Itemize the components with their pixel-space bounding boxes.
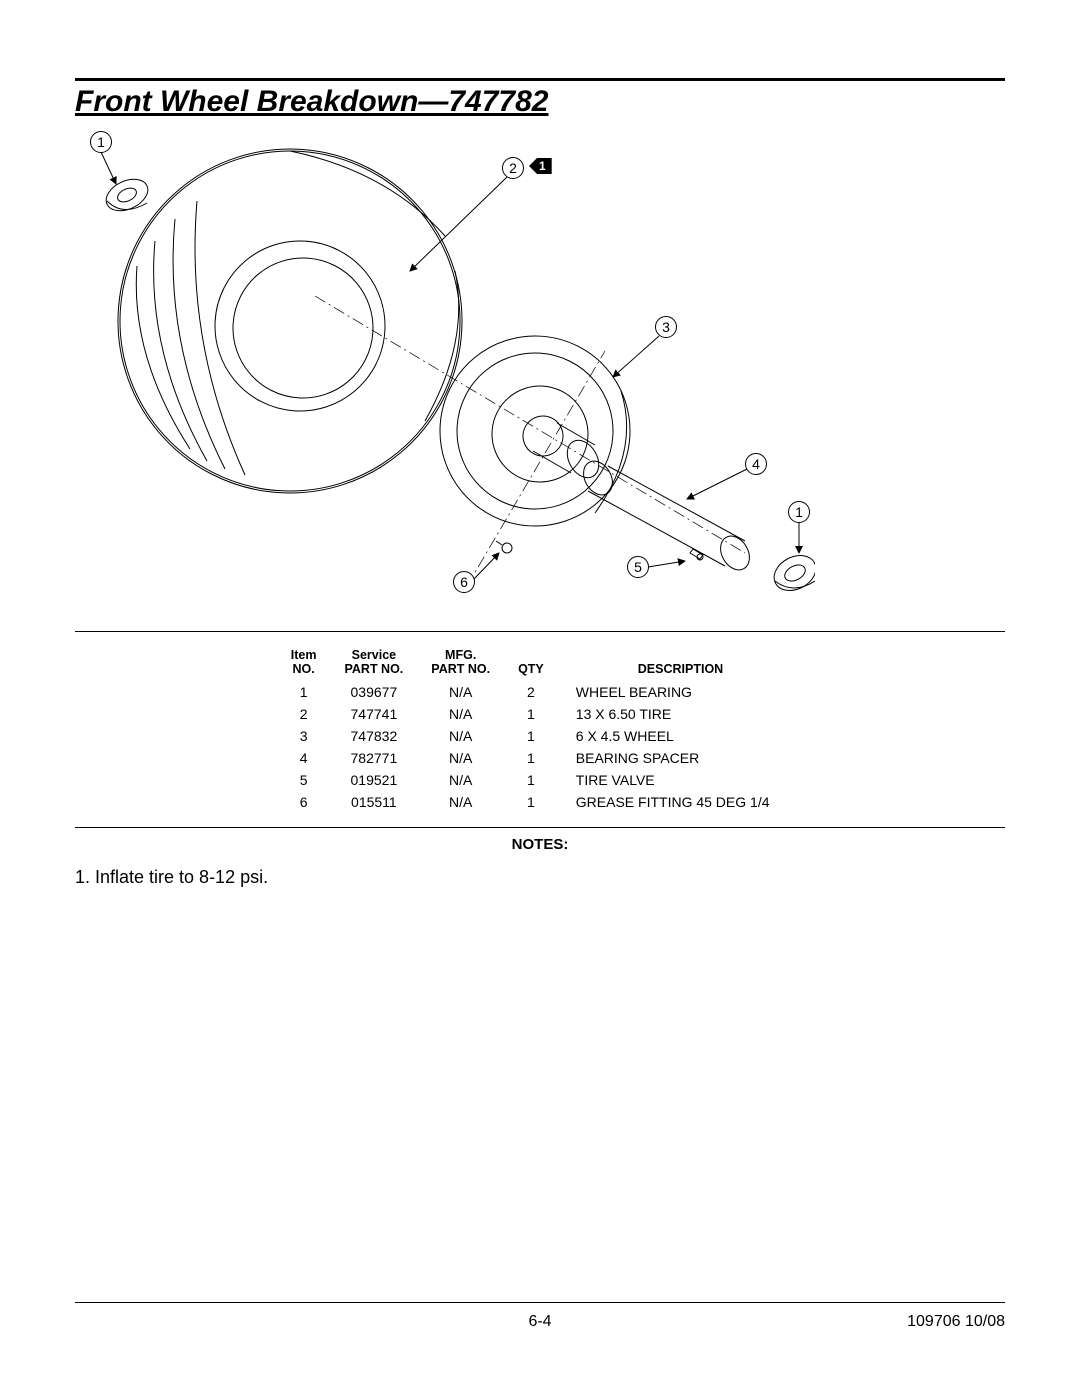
parts-table-body: 1039677N/A2WHEEL BEARING2747741N/A113 X … (277, 681, 803, 813)
page-footer: 6-4 109706 10/08 (75, 1302, 1005, 1331)
table-row: 5019521N/A1TIRE VALVE (277, 769, 803, 791)
cell-service_part: 747741 (330, 703, 417, 725)
notes-label: NOTES: (75, 836, 1005, 853)
cell-description: WHEEL BEARING (558, 681, 803, 703)
cell-mfg_part: N/A (417, 747, 504, 769)
page-title: Front Wheel Breakdown—747782 (75, 85, 1005, 119)
cell-qty: 1 (504, 725, 558, 747)
cell-qty: 1 (504, 747, 558, 769)
col-description: DESCRIPTION (558, 644, 803, 681)
cell-qty: 1 (504, 703, 558, 725)
cell-description: BEARING SPACER (558, 747, 803, 769)
cell-qty: 1 (504, 791, 558, 813)
table-row: 2747741N/A113 X 6.50 TIRE (277, 703, 803, 725)
page: Front Wheel Breakdown—747782 1 2 1 3 4 1… (0, 0, 1080, 1397)
callout-2: 2 (502, 157, 524, 179)
diagram-svg (75, 121, 815, 611)
cell-description: 13 X 6.50 TIRE (558, 703, 803, 725)
cell-description: GREASE FITTING 45 DEG 1/4 (558, 791, 803, 813)
cell-service_part: 747832 (330, 725, 417, 747)
cell-mfg_part: N/A (417, 725, 504, 747)
notes-rule (75, 827, 1005, 828)
cell-qty: 2 (504, 681, 558, 703)
cell-item_no: 3 (277, 725, 331, 747)
cell-item_no: 4 (277, 747, 331, 769)
table-row: 1039677N/A2WHEEL BEARING (277, 681, 803, 703)
col-mfg-part: MFG.PART NO. (417, 644, 504, 681)
table-row: 6015511N/A1GREASE FITTING 45 DEG 1/4 (277, 791, 803, 813)
col-item-no: ItemNO. (277, 644, 331, 681)
note-item: Inflate tire to 8-12 psi. (95, 867, 1005, 888)
callout-4: 4 (745, 453, 767, 475)
cell-mfg_part: N/A (417, 769, 504, 791)
table-row: 3747832N/A16 X 4.5 WHEEL (277, 725, 803, 747)
cell-mfg_part: N/A (417, 703, 504, 725)
mid-rule (75, 631, 1005, 632)
parts-table-header: ItemNO. ServicePART NO. MFG.PART NO. QTY… (277, 644, 803, 681)
cell-mfg_part: N/A (417, 681, 504, 703)
cell-service_part: 039677 (330, 681, 417, 703)
cell-item_no: 2 (277, 703, 331, 725)
cell-description: 6 X 4.5 WHEEL (558, 725, 803, 747)
callout-5: 5 (627, 556, 649, 578)
top-rule (75, 78, 1005, 81)
col-qty: QTY (504, 644, 558, 681)
parts-table: ItemNO. ServicePART NO. MFG.PART NO. QTY… (277, 644, 803, 813)
callout-3: 3 (655, 316, 677, 338)
cell-mfg_part: N/A (417, 791, 504, 813)
cell-service_part: 019521 (330, 769, 417, 791)
callout-1a: 1 (90, 131, 112, 153)
notes-list: Inflate tire to 8-12 psi. (75, 867, 1005, 888)
callout-6: 6 (453, 571, 475, 593)
cell-item_no: 1 (277, 681, 331, 703)
callout-1b: 1 (788, 501, 810, 523)
cell-service_part: 015511 (330, 791, 417, 813)
exploded-diagram: 1 2 1 3 4 1 5 6 (75, 121, 815, 611)
cell-item_no: 5 (277, 769, 331, 791)
table-row: 4782771N/A1BEARING SPACER (277, 747, 803, 769)
footer-page-number: 6-4 (528, 1313, 551, 1331)
cell-service_part: 782771 (330, 747, 417, 769)
footer-doc-id: 109706 10/08 (907, 1313, 1005, 1331)
cell-description: TIRE VALVE (558, 769, 803, 791)
cell-item_no: 6 (277, 791, 331, 813)
col-service-part: ServicePART NO. (330, 644, 417, 681)
cell-qty: 1 (504, 769, 558, 791)
